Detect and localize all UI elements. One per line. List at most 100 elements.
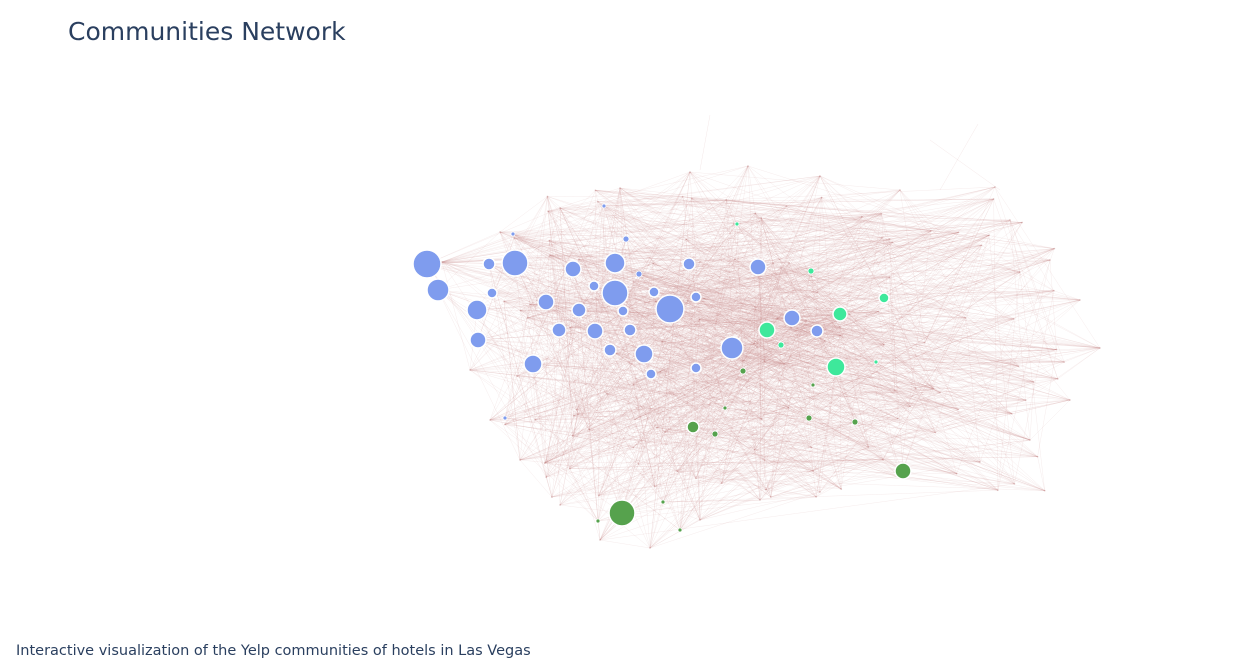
network-node[interactable]	[691, 363, 701, 373]
network-minor-node	[819, 175, 821, 177]
network-minor-node	[1063, 361, 1065, 363]
network-minor-node	[957, 409, 959, 411]
network-node[interactable]	[467, 300, 487, 320]
network-minor-node	[544, 462, 546, 464]
network-minor-node	[979, 461, 981, 463]
network-node[interactable]	[649, 287, 659, 297]
network-node[interactable]	[623, 236, 629, 242]
network-minor-node	[734, 258, 736, 260]
network-node[interactable]	[609, 500, 635, 526]
network-node[interactable]	[784, 310, 800, 326]
network-minor-node	[595, 189, 597, 191]
network-node[interactable]	[635, 345, 653, 363]
network-minor-node	[786, 205, 788, 207]
network-node[interactable]	[565, 261, 581, 277]
network-minor-node	[634, 418, 636, 420]
network-node[interactable]	[827, 358, 845, 376]
network-node[interactable]	[735, 222, 739, 226]
network-node[interactable]	[646, 369, 656, 379]
network-node[interactable]	[750, 259, 766, 275]
network-edge	[600, 540, 650, 548]
network-minor-node	[733, 223, 735, 225]
network-node[interactable]	[683, 258, 695, 270]
network-minor-node	[527, 317, 529, 319]
network-node[interactable]	[874, 360, 878, 364]
network-node[interactable]	[879, 293, 889, 303]
network-node[interactable]	[602, 280, 628, 306]
network-node[interactable]	[503, 416, 507, 420]
network-minor-node	[939, 391, 941, 393]
network-minor-node	[761, 418, 763, 420]
network-node[interactable]	[656, 295, 684, 323]
network-minor-node	[689, 171, 691, 173]
network-minor-node	[892, 241, 894, 243]
network-minor-node	[759, 499, 761, 501]
network-minor-node	[742, 360, 744, 362]
network-node[interactable]	[618, 306, 628, 316]
network-node[interactable]	[552, 323, 566, 337]
network-node[interactable]	[624, 324, 636, 336]
network-minor-node	[821, 197, 823, 199]
network-node[interactable]	[811, 383, 815, 387]
network-node[interactable]	[811, 325, 823, 337]
network-node[interactable]	[502, 250, 528, 276]
network-minor-node	[547, 210, 549, 212]
network-node[interactable]	[572, 303, 586, 317]
network-node[interactable]	[605, 253, 625, 273]
network-minor-node	[597, 201, 599, 203]
network-minor-node	[882, 459, 884, 461]
network-node[interactable]	[587, 323, 603, 339]
network-minor-node	[1099, 347, 1101, 349]
network-minor-node	[598, 495, 600, 497]
network-node[interactable]	[524, 355, 542, 373]
network-node[interactable]	[427, 279, 449, 301]
network-node[interactable]	[721, 337, 743, 359]
network-node[interactable]	[808, 268, 814, 274]
network-node[interactable]	[636, 271, 642, 277]
network-node[interactable]	[778, 342, 784, 348]
network-node[interactable]	[661, 500, 665, 504]
network-node[interactable]	[806, 415, 812, 421]
network-node[interactable]	[723, 406, 727, 410]
network-node[interactable]	[740, 368, 746, 374]
network-node[interactable]	[470, 332, 486, 348]
network-node[interactable]	[852, 419, 858, 425]
network-node[interactable]	[759, 322, 775, 338]
network-minor-node	[699, 318, 701, 320]
network-minor-node	[790, 327, 792, 329]
network-minor-node	[721, 482, 723, 484]
network-minor-node	[1025, 399, 1027, 401]
network-minor-node	[489, 419, 491, 421]
network-minor-node	[1011, 413, 1013, 415]
network-node[interactable]	[538, 294, 554, 310]
network-node[interactable]	[678, 528, 682, 532]
network-node[interactable]	[413, 250, 441, 278]
network-node[interactable]	[691, 292, 701, 302]
network-node[interactable]	[589, 281, 599, 291]
network-minor-node	[633, 281, 635, 283]
network-node[interactable]	[602, 204, 606, 208]
network-node[interactable]	[604, 344, 616, 356]
network-minor-node	[780, 267, 782, 269]
page-title: Communities Network	[68, 17, 346, 46]
network-minor-node	[840, 488, 842, 490]
network-node[interactable]	[596, 519, 600, 523]
network-node[interactable]	[483, 258, 495, 270]
network-minor-node	[812, 470, 814, 472]
network-minor-node	[588, 429, 590, 431]
network-minor-node	[788, 407, 790, 409]
network-minor-node	[1079, 299, 1081, 301]
network-node[interactable]	[712, 431, 718, 437]
network-node[interactable]	[687, 421, 699, 433]
network-node[interactable]	[833, 307, 847, 321]
network-minor-node	[764, 460, 766, 462]
network-minor-node	[699, 261, 701, 263]
network-node[interactable]	[511, 232, 515, 236]
network-edge	[1038, 457, 1045, 491]
network-node[interactable]	[487, 288, 497, 298]
network-node[interactable]	[895, 463, 911, 479]
network-minor-node	[934, 432, 936, 434]
network-minor-node	[654, 486, 656, 488]
